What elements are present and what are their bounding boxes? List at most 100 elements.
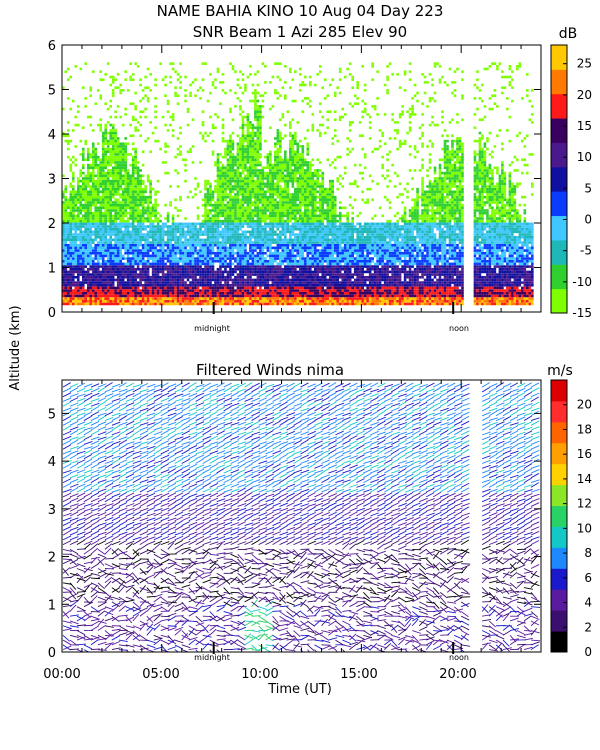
snr-cell xyxy=(119,243,122,247)
snr-cell xyxy=(144,241,147,244)
snr-cell xyxy=(246,235,250,239)
snr-cell xyxy=(216,177,220,180)
snr-cell xyxy=(146,206,150,210)
snr-cell xyxy=(136,195,140,199)
snr-cell xyxy=(154,219,157,223)
snr-cell xyxy=(69,243,73,247)
snr-cell xyxy=(126,169,130,172)
snr-cell xyxy=(129,275,132,279)
snr-cell xyxy=(144,238,147,242)
snr-cell xyxy=(131,233,135,236)
snr-cell xyxy=(261,257,265,260)
snr-cell xyxy=(134,302,137,306)
snr-cell xyxy=(199,131,202,135)
snr-cell xyxy=(136,182,140,186)
snr-cell xyxy=(239,257,242,260)
snr-cell xyxy=(144,259,147,263)
snr-cell xyxy=(114,222,117,226)
snr-cell xyxy=(116,185,120,188)
snr-cell xyxy=(266,206,270,210)
snr-cell xyxy=(211,123,215,127)
snr-cell xyxy=(114,217,117,220)
snr-cell xyxy=(104,283,108,287)
snr-cell xyxy=(169,270,172,274)
snr-cell xyxy=(276,299,280,303)
snr-cell xyxy=(74,123,78,127)
snr-cell xyxy=(286,217,290,220)
snr-cell xyxy=(256,118,260,122)
snr-cell xyxy=(219,174,222,178)
snr-cell xyxy=(169,62,172,65)
snr-cell xyxy=(244,201,247,204)
snr-cell xyxy=(124,249,127,252)
snr-cell xyxy=(99,291,103,295)
snr-cell xyxy=(234,289,237,292)
snr-cell xyxy=(259,233,262,236)
snr-cell xyxy=(86,270,90,274)
snr-cell xyxy=(204,267,207,271)
snr-cell xyxy=(234,291,237,295)
snr-cell xyxy=(294,278,297,282)
snr-cell xyxy=(116,163,120,167)
snr-cell xyxy=(281,262,285,266)
snr-cell xyxy=(159,291,162,295)
snr-cell xyxy=(154,254,157,258)
snr-cell xyxy=(284,97,287,100)
snr-cell xyxy=(144,289,147,292)
snr-cell xyxy=(269,193,272,196)
snr-cell xyxy=(171,302,175,306)
snr-cell xyxy=(219,179,222,183)
snr-cell xyxy=(141,206,145,210)
snr-cell xyxy=(186,289,190,292)
snr-cell xyxy=(246,131,250,135)
snr-cell xyxy=(184,163,187,167)
snr-cell xyxy=(229,158,232,162)
snr-cell xyxy=(251,233,255,236)
snr-cell xyxy=(86,249,90,252)
snr-cell xyxy=(244,246,247,250)
snr-cell xyxy=(224,299,227,303)
snr-cell xyxy=(249,291,252,295)
snr-cell xyxy=(194,291,197,295)
snr-cell xyxy=(271,179,275,183)
snr-cell xyxy=(154,83,157,87)
snr-cell xyxy=(114,297,117,300)
snr-cell xyxy=(269,273,272,276)
snr-cell xyxy=(239,254,242,258)
snr-cell xyxy=(144,139,147,143)
snr-cell xyxy=(234,219,237,223)
snr-cell xyxy=(126,217,130,220)
snr-cell xyxy=(74,145,78,148)
snr-cell xyxy=(171,262,175,266)
snr-cell xyxy=(176,278,180,282)
snr-cell xyxy=(84,217,88,220)
snr-cell xyxy=(239,113,242,116)
snr-cell xyxy=(239,246,242,250)
snr-cell xyxy=(266,294,270,298)
snr-cell xyxy=(221,179,225,183)
snr-cell xyxy=(144,286,147,290)
snr-cell xyxy=(146,278,150,282)
snr-cell xyxy=(171,219,175,223)
snr-cell xyxy=(289,174,292,178)
snr-cell xyxy=(81,214,85,218)
snr-cell xyxy=(91,187,95,191)
snr-cell xyxy=(66,227,70,231)
snr-cell xyxy=(66,265,70,268)
snr-cell xyxy=(79,273,83,276)
snr-cell xyxy=(216,206,220,210)
snr-cell xyxy=(231,291,235,295)
snr-cell xyxy=(236,214,240,218)
snr-cell xyxy=(66,270,70,274)
snr-cell xyxy=(81,299,85,303)
snr-cell xyxy=(166,238,170,242)
snr-cell xyxy=(231,270,235,274)
snr-cell xyxy=(136,225,140,228)
snr-cell xyxy=(84,299,88,303)
snr-cell xyxy=(291,182,295,186)
snr-cell xyxy=(259,294,262,298)
snr-cell xyxy=(254,233,257,236)
snr-cell xyxy=(191,235,195,239)
snr-cell xyxy=(289,241,292,244)
snr-cell xyxy=(101,174,105,178)
